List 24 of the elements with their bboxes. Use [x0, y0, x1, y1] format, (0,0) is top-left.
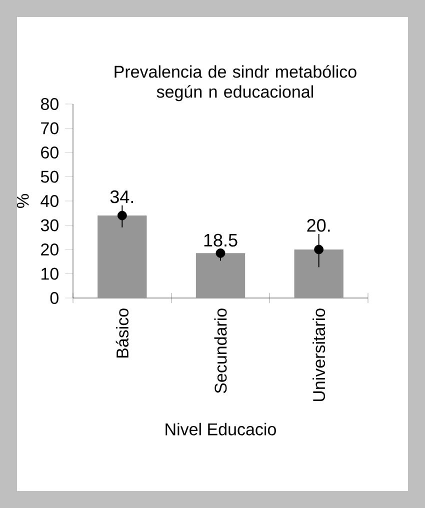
x-tick-label: Universitario: [312, 308, 326, 402]
y-tick-label: 30: [40, 219, 58, 232]
y-tick-label: 20: [41, 243, 58, 256]
y-tick-label: 70: [41, 122, 58, 134]
x-tick-label: Básico: [116, 308, 129, 358]
point: [314, 244, 324, 254]
y-tick-label: 0: [50, 292, 58, 304]
x-axis-title: Nivel Educacio: [166, 422, 276, 436]
y-tick-label: 50: [40, 170, 58, 183]
y-tick-label: 60: [41, 146, 58, 159]
x-tick-label: Secundario: [214, 308, 227, 394]
bar: [294, 250, 344, 298]
y-tick-label: 80: [40, 98, 58, 110]
bar: [196, 253, 246, 298]
y-tick-label: 10: [42, 268, 58, 280]
data-label: 34.: [110, 190, 134, 204]
y-axis-title: %: [16, 194, 29, 208]
data-label: 20.: [307, 219, 330, 232]
point: [117, 210, 127, 220]
point: [216, 248, 226, 258]
y-tick-label: 40: [40, 194, 58, 208]
data-label: 18.5: [204, 234, 238, 247]
chart-title: Prevalencia de sindr metabólico según n educacional: [114, 65, 356, 102]
bar: [98, 216, 147, 298]
